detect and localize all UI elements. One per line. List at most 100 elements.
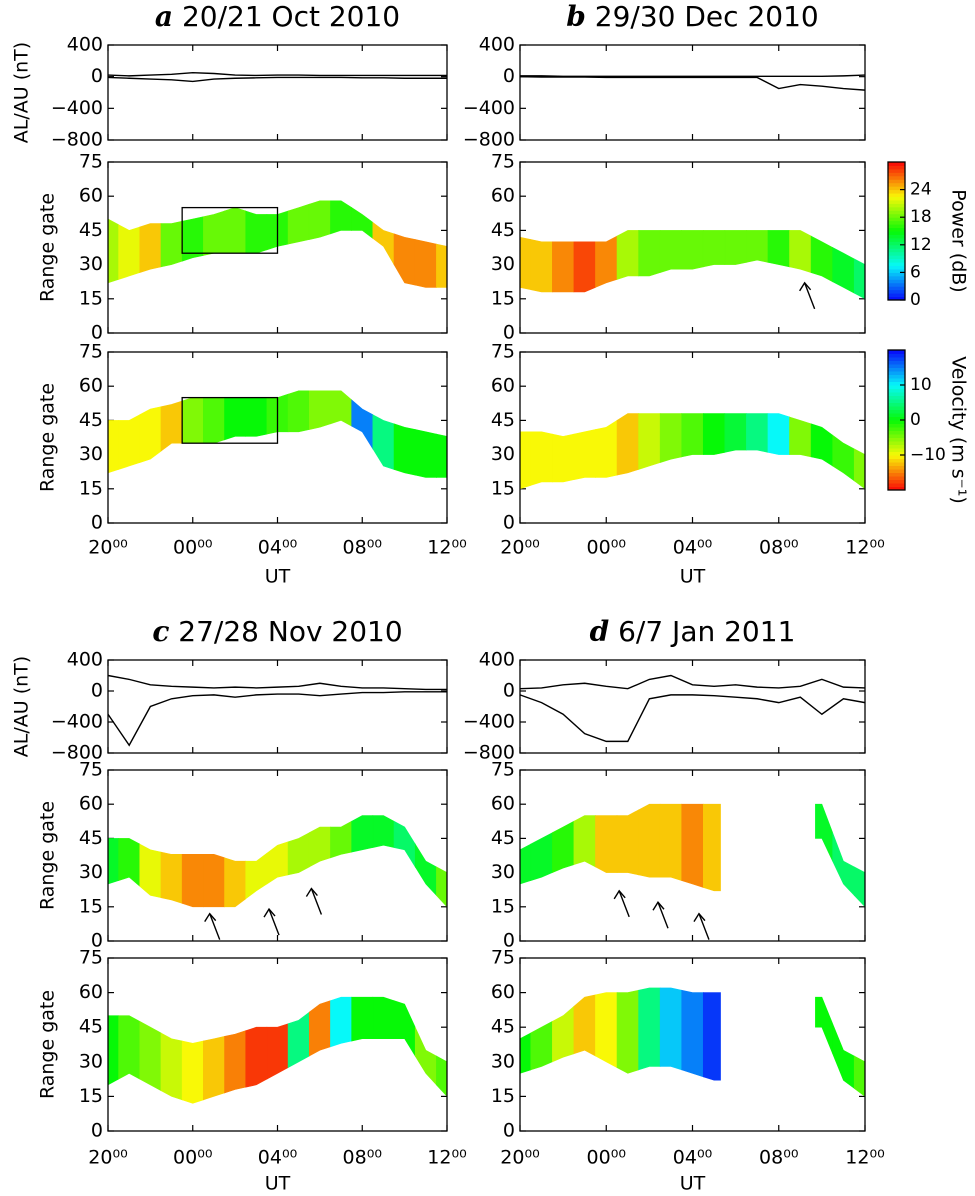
arrow (310, 888, 323, 915)
panel-title: c 27/28 Nov 2010 (152, 615, 402, 649)
echo-band (107, 838, 119, 885)
arrow (209, 913, 221, 940)
echo-band (181, 854, 204, 908)
y-tick-label: 15 (491, 477, 515, 499)
y-tick-label: 45 (491, 827, 515, 849)
arrow-head (693, 912, 706, 923)
colorbar-label: Velocity (m s⁻¹) (948, 356, 970, 504)
colorbar-slice (888, 289, 905, 294)
colorbar-slice (888, 476, 905, 480)
x-tick-label: 20⁰⁰ (88, 537, 127, 559)
y-tick-label: 400 (67, 649, 103, 671)
colorbar-slice (888, 231, 905, 235)
echo-band (224, 857, 247, 908)
echo-band (203, 397, 225, 444)
y-tick-label: 400 (67, 34, 103, 56)
echo-band (530, 1020, 553, 1071)
colorbar-slice (888, 465, 905, 470)
echo-band (746, 230, 769, 263)
echo-band (767, 413, 790, 455)
colorbar-slice (888, 189, 905, 194)
echo-band (351, 207, 374, 239)
panel-space (173, 0, 182, 33)
echo-band (659, 987, 683, 1071)
echo-band (573, 815, 596, 868)
echo-band (393, 820, 416, 868)
x-tick-label: 00⁰⁰ (587, 1147, 626, 1169)
y-tick-label: 60 (491, 185, 515, 207)
colorbar-slice (888, 378, 905, 382)
echo-band (702, 992, 721, 1081)
index-line (519, 674, 866, 690)
echo-band (853, 448, 866, 490)
y-tick-label: 0 (503, 65, 515, 87)
echo-band (160, 400, 183, 452)
panel-frame (107, 659, 448, 754)
echo-band (832, 832, 855, 897)
echo-band (638, 803, 661, 878)
colorbar-slice (888, 409, 905, 414)
echo-band (519, 236, 532, 291)
colorbar-slice (888, 248, 905, 253)
panel-frame (107, 769, 448, 942)
colorbar-slice (888, 353, 905, 358)
colorbar-slice (888, 210, 905, 215)
y-tick-label: 75 (79, 341, 103, 363)
colorbar-slice (888, 179, 905, 184)
echo-band (853, 866, 866, 908)
echo-band (118, 224, 141, 280)
colorbar-slice (888, 402, 905, 407)
echo-band (832, 247, 855, 294)
index-line (520, 74, 866, 77)
colorbar-slice (888, 203, 905, 208)
colorbar-slice (888, 392, 905, 396)
echo-band (372, 414, 395, 470)
echo-band (224, 1030, 247, 1094)
colorbar-slice (888, 244, 905, 249)
panel-frame (519, 161, 866, 334)
arrow-head (613, 889, 626, 900)
x-tick-label: 12⁰⁰ (427, 1147, 466, 1169)
colorbar-tick-label: 10 (910, 375, 932, 395)
y-tick-label: 60 (491, 375, 515, 397)
echo-band (573, 241, 596, 293)
echo-band (107, 420, 119, 474)
colorbar-slice (888, 479, 905, 484)
echo-band (393, 1000, 416, 1058)
colorbar-slice (888, 251, 905, 256)
colorbar-slice (888, 168, 905, 173)
colorbar-slice (888, 374, 905, 379)
y-tick-label: 60 (79, 981, 103, 1003)
echo-band (810, 235, 833, 283)
arrow (657, 901, 669, 929)
echo-band (552, 1005, 575, 1063)
x-axis-label: UT (265, 566, 291, 588)
arrow-head (652, 901, 665, 911)
echo-band (107, 218, 119, 284)
echo-band (436, 433, 448, 478)
colorbar-slice (888, 483, 905, 487)
y-tick-label: 30 (79, 253, 103, 275)
echo-band (530, 832, 553, 881)
y-tick-label: 0 (91, 680, 103, 702)
colorbar-slice (888, 227, 905, 232)
colorbar-slice (888, 268, 905, 273)
colorbar-tick-label: 18 (910, 207, 932, 227)
index-line (107, 674, 447, 691)
panel-title: d 6/7 Jan 2011 (590, 615, 796, 649)
echo-band (616, 989, 639, 1074)
x-tick-label: 08⁰⁰ (343, 1147, 382, 1169)
panel-frame (519, 351, 866, 524)
colorbar-slice (888, 434, 905, 438)
echo-band (702, 803, 721, 892)
colorbar-slice (888, 262, 905, 266)
echo-band (139, 406, 162, 463)
echo-band (139, 843, 162, 899)
colorbar-slice (888, 272, 905, 277)
echo-band (815, 803, 833, 862)
colorbar-slice (888, 360, 905, 365)
x-tick-label: 04⁰⁰ (673, 1147, 712, 1169)
y-tick-label: 75 (491, 759, 515, 781)
x-tick-label: 20⁰⁰ (88, 1147, 127, 1169)
